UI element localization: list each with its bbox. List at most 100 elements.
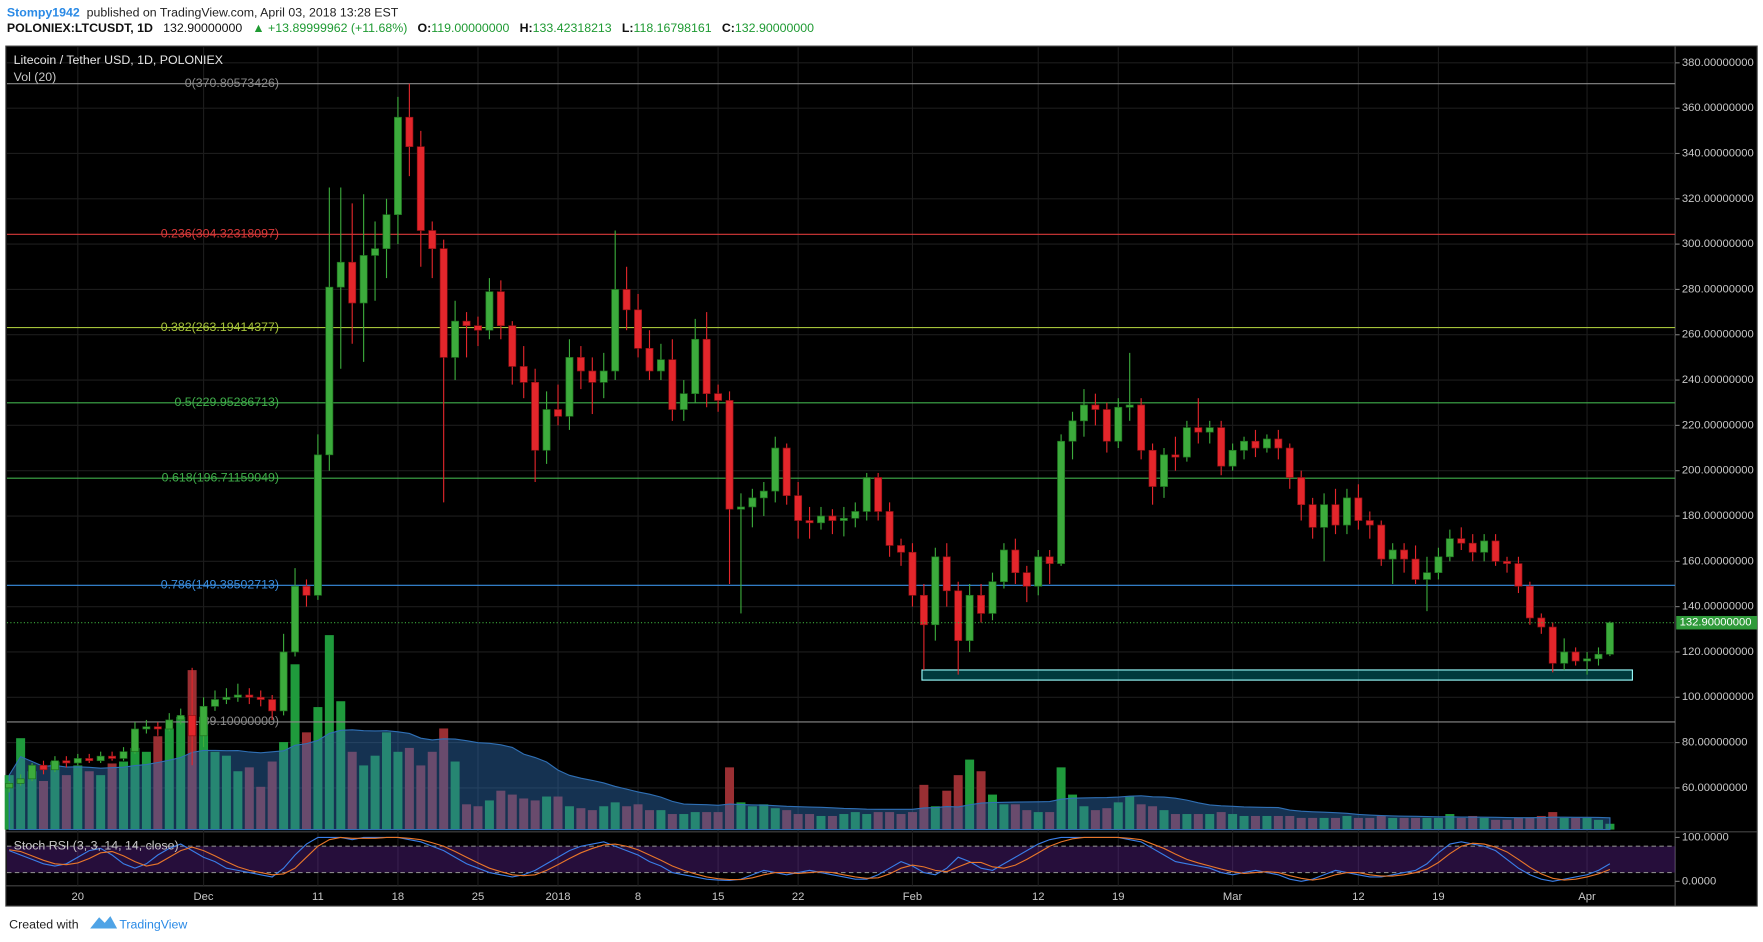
x-tick-label: 19	[1112, 891, 1125, 903]
footer-brand[interactable]: TradingView	[119, 917, 187, 931]
volume-bar	[1548, 812, 1558, 830]
candle-body	[965, 594, 974, 641]
candle-body	[394, 116, 402, 215]
candle-body	[622, 289, 631, 311]
candle-body	[1091, 404, 1100, 410]
candle-body	[931, 556, 940, 626]
candle-body	[1331, 504, 1340, 526]
candle-body	[428, 230, 437, 249]
candle-body	[268, 699, 277, 712]
volume-bar	[450, 761, 460, 830]
volume-bar	[1136, 804, 1146, 830]
candle-body	[50, 760, 59, 771]
volume-ma	[8, 729, 1611, 831]
candle-body	[1194, 427, 1203, 433]
x-tick-label: Mar	[1223, 891, 1243, 903]
volume-bar	[519, 798, 529, 830]
volume-bar	[27, 771, 37, 830]
candle-body	[28, 764, 36, 780]
volume-bar	[690, 812, 700, 830]
ohlc-key: H:	[520, 21, 533, 35]
candle-body	[565, 357, 574, 417]
fib-label: 0.786(149.38502713)	[161, 578, 279, 592]
candle-body	[1171, 454, 1180, 458]
volume-bar	[1170, 814, 1180, 830]
volume-bar	[1182, 814, 1192, 830]
x-tick-label: 25	[472, 891, 485, 903]
y-tick-label: 160.00000000	[1682, 555, 1754, 567]
volume-bar	[507, 794, 517, 830]
candle-body	[977, 594, 985, 614]
brand-logo[interactable]	[90, 916, 118, 929]
candle-body	[1240, 440, 1248, 451]
candle-body	[554, 409, 562, 417]
volume-bar	[587, 810, 597, 830]
candle-body	[1308, 504, 1317, 528]
candle-body	[576, 357, 585, 372]
last-price-label: 132.90000000	[1680, 617, 1752, 629]
x-tick-label: 12	[1032, 891, 1045, 903]
footer-created: Created with	[9, 917, 79, 931]
candle-body	[1571, 651, 1580, 662]
y-tick-label: 60.00000000	[1682, 782, 1748, 794]
candle-body	[885, 511, 894, 546]
candle-body	[1560, 651, 1569, 664]
author[interactable]: Stompy1942	[7, 6, 80, 20]
fib-label: 0.382(263.19414377)	[161, 320, 279, 334]
y-tick-label: 240.00000000	[1682, 374, 1754, 386]
y-tick-label: 200.00000000	[1682, 465, 1754, 477]
volume-bar	[1331, 817, 1341, 830]
candle-body	[1274, 438, 1283, 449]
volume-bar	[1559, 817, 1569, 830]
candle-body	[73, 758, 82, 764]
stoch-tick-label: 100.0000	[1682, 831, 1729, 843]
volume-bar	[1045, 812, 1055, 830]
candle-body	[794, 495, 803, 521]
volume-bar	[553, 796, 563, 830]
candle-body	[954, 590, 963, 641]
volume-bar	[1239, 815, 1249, 830]
candle-body	[1160, 454, 1168, 487]
volume-bar	[1353, 817, 1363, 830]
volume-bar	[313, 707, 323, 830]
candle-body	[759, 490, 768, 499]
volume-bar	[907, 812, 917, 830]
candle-body	[1137, 404, 1146, 451]
volume-bar	[679, 814, 689, 830]
volume-bar	[370, 755, 380, 830]
candle-body	[1605, 622, 1614, 655]
volume-bar	[530, 800, 540, 830]
candle-body	[1057, 440, 1066, 564]
volume-bar	[1422, 817, 1432, 830]
volume-bar	[1582, 817, 1592, 830]
volume-bar	[141, 751, 151, 830]
candle-body	[1217, 427, 1226, 467]
candle-body	[691, 338, 700, 394]
volume-bar	[1068, 794, 1078, 830]
candle-body	[737, 506, 745, 510]
volume-bar	[930, 806, 940, 830]
volume-bar	[1536, 815, 1546, 830]
volume-bar	[622, 806, 632, 830]
candle-body	[508, 325, 517, 367]
volume-title: Vol (20)	[14, 70, 57, 84]
candle-body	[542, 409, 551, 451]
candle-body	[1297, 477, 1306, 506]
candle-body	[1503, 560, 1511, 564]
y-tick-label: 320.00000000	[1682, 193, 1754, 205]
candle-body	[313, 454, 322, 596]
candle-body	[245, 694, 254, 698]
volume-bar	[782, 810, 792, 830]
volume-bar	[1571, 817, 1581, 830]
volume-bar	[1491, 819, 1501, 830]
candle-body	[1491, 540, 1500, 562]
candle-body	[611, 289, 620, 372]
candle-body	[1434, 556, 1443, 573]
volume-bar	[862, 814, 872, 830]
candle-body	[176, 715, 185, 721]
fib-label: 0.5(229.95286713)	[175, 395, 279, 409]
candle-body	[336, 261, 345, 288]
y-tick-label: 180.00000000	[1682, 510, 1754, 522]
candle-body	[199, 705, 208, 737]
